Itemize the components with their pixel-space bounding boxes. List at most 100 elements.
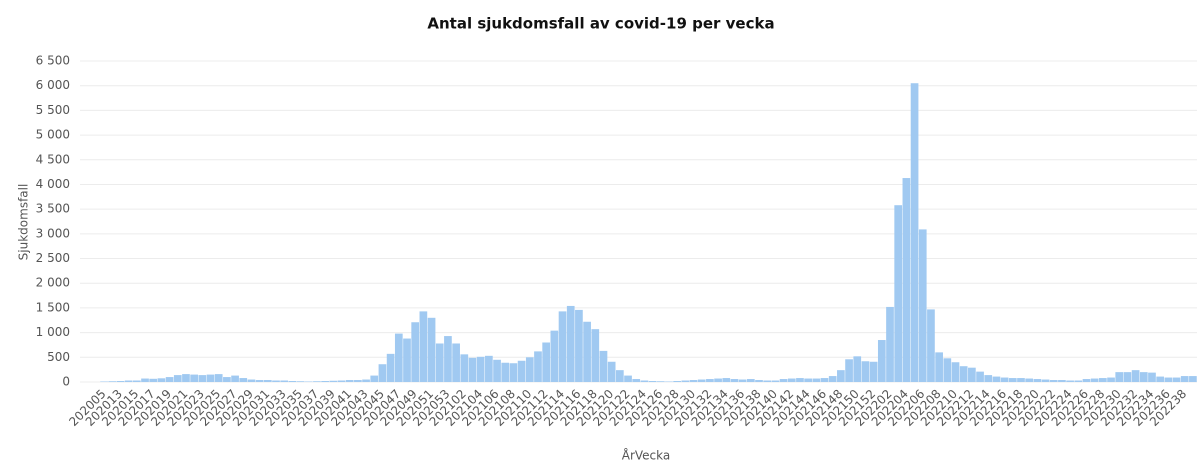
bar: [607, 361, 616, 382]
bar: [272, 380, 280, 382]
bar: [992, 376, 1001, 382]
bar: [689, 380, 698, 382]
bar: [108, 381, 117, 382]
bar: [403, 338, 411, 382]
y-tick-label: 4 500: [36, 152, 70, 166]
bar: [378, 364, 387, 382]
bar: [1090, 378, 1099, 382]
bar: [452, 343, 460, 382]
bar: [755, 380, 763, 382]
bar: [558, 311, 567, 382]
y-tick-label: 2 000: [36, 276, 70, 290]
bar: [1123, 372, 1132, 382]
bar: [542, 342, 551, 382]
bar: [411, 322, 420, 382]
bar: [1131, 370, 1140, 382]
bar: [239, 378, 248, 382]
bar: [902, 178, 911, 382]
bar: [485, 355, 493, 382]
bar: [231, 375, 239, 382]
bar: [427, 317, 436, 382]
bar: [149, 378, 158, 382]
bar: [509, 363, 518, 382]
bar: [951, 362, 960, 382]
bar: [984, 375, 993, 382]
bar: [959, 366, 968, 382]
bar: [386, 353, 395, 382]
bar: [738, 379, 747, 382]
bar: [648, 381, 657, 382]
bar: [247, 379, 256, 382]
bar: [501, 362, 510, 382]
bar: [263, 380, 272, 382]
bar: [771, 380, 780, 382]
y-tick-label: 2 500: [36, 251, 70, 265]
bar: [1066, 380, 1074, 382]
y-tick-label: 5 000: [36, 128, 70, 142]
bar: [656, 381, 665, 382]
bar: [1025, 378, 1034, 382]
bar: [968, 367, 976, 382]
bar: [550, 330, 559, 382]
bar: [845, 359, 853, 382]
bar: [861, 361, 870, 382]
bar: [869, 361, 878, 382]
bar: [918, 229, 927, 382]
bar: [935, 352, 943, 382]
bar: [313, 381, 321, 382]
bar: [1049, 380, 1058, 382]
bar: [132, 380, 141, 382]
bar: [624, 375, 632, 382]
bar: [1074, 380, 1083, 382]
bar: [468, 357, 477, 382]
y-tick-label: 3 000: [36, 226, 70, 240]
bar: [444, 336, 452, 382]
bar: [566, 305, 575, 382]
bar: [460, 354, 469, 382]
bar: [288, 381, 297, 382]
bar: [1008, 378, 1017, 382]
bar: [706, 379, 714, 382]
bar: [1099, 378, 1107, 382]
y-axis-label: Sjukdomsfall: [17, 184, 31, 261]
bar: [321, 381, 329, 382]
bar: [927, 309, 935, 382]
bar: [681, 380, 690, 382]
bar: [329, 380, 338, 382]
y-tick-label: 500: [47, 350, 70, 364]
bar: [141, 378, 149, 382]
bar: [525, 357, 534, 382]
bar: [124, 380, 133, 382]
bar: [714, 378, 722, 382]
bar: [640, 380, 649, 382]
bar: [853, 356, 862, 382]
bar: [435, 343, 444, 382]
bar: [591, 329, 600, 382]
bar: [214, 374, 223, 382]
bar: [296, 381, 305, 382]
bar: [1139, 372, 1148, 382]
bar: [534, 351, 542, 382]
bar: [673, 381, 682, 382]
bar: [1000, 377, 1009, 382]
bar: [206, 374, 215, 382]
bar: [345, 380, 354, 382]
bar: [804, 378, 812, 382]
bar: [763, 380, 772, 382]
bar: [337, 380, 346, 382]
y-tick-label: 1 500: [36, 300, 70, 314]
bar: [280, 380, 289, 382]
bar: [746, 379, 755, 382]
bar: [1082, 379, 1091, 382]
bar: [796, 378, 804, 382]
bar: [894, 205, 903, 382]
y-tick-label: 6 500: [36, 54, 70, 68]
bar: [599, 350, 608, 382]
y-tick-label: 6 000: [36, 78, 70, 92]
bar: [362, 379, 370, 382]
bar: [1115, 372, 1124, 382]
bar: [190, 374, 198, 382]
bar: [820, 378, 829, 382]
bar: [779, 379, 788, 382]
bar: [173, 375, 182, 382]
